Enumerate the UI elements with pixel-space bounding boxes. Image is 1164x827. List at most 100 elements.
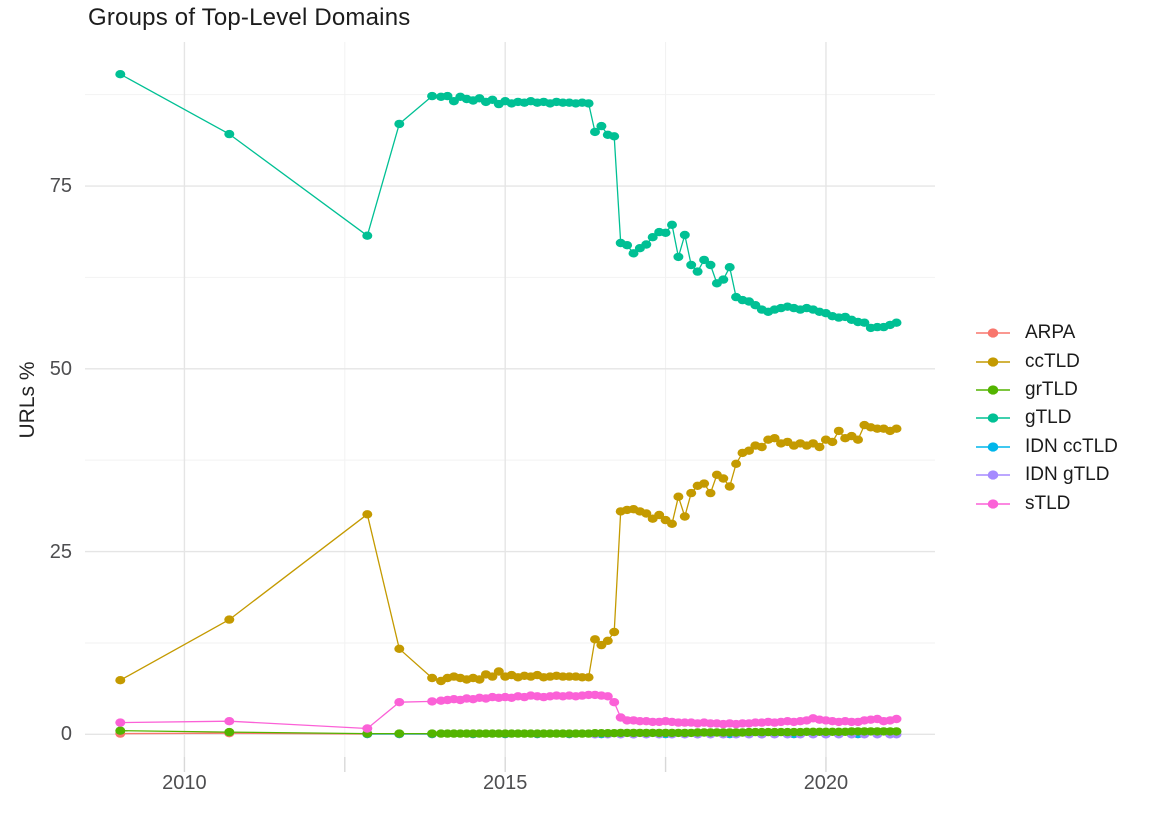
legend-label: sTLD [1025,492,1071,514]
data-point-sTLD [394,698,405,707]
data-point-gTLD [596,121,607,131]
data-point-sTLD [891,714,902,724]
series-ccTLD [115,420,902,686]
legend-key-icon [976,470,1010,480]
data-point-ccTLD [362,510,373,519]
x-tick-label: 2020 [803,772,849,794]
data-point-gTLD [891,318,902,327]
y-tick-label: 50 [49,357,72,380]
data-point-gTLD [427,91,438,101]
data-point-sTLD [224,717,235,726]
chart-title: Groups of Top-Level Domains [88,4,411,31]
data-point-ccTLD [724,482,735,491]
data-point-gTLD [705,260,716,270]
legend-label: ARPA [1025,322,1076,344]
data-point-ccTLD [718,474,729,483]
legend-item-grTLD: grTLD [976,376,1118,404]
data-point-ccTLD [833,426,844,436]
data-point-ccTLD [474,675,485,684]
data-point-grTLD [115,726,126,735]
series-grTLD [115,726,902,738]
data-point-ccTLD [686,488,697,498]
data-point-sTLD [609,698,620,707]
legend-label: grTLD [1025,378,1078,400]
data-point-ccTLD [427,673,438,683]
data-point-gTLD [679,230,690,240]
data-point-gTLD [673,252,684,262]
data-point-ccTLD [769,434,780,443]
data-point-ccTLD [493,667,504,676]
legend-key-icon [976,356,1010,367]
data-point-ccTLD [679,512,690,521]
data-point-sTLD [362,724,373,733]
data-point-gTLD [692,267,703,276]
data-point-sTLD [602,692,613,701]
data-point-ccTLD [224,615,235,624]
legend: ARPA ccTLD grTLD gTLD IDN ccTLD IDN gTLD sTLD [976,319,1118,518]
data-point-gTLD [583,99,594,108]
legend-item-IDN-ccTLD: IDN ccTLD [976,433,1118,461]
data-point-ccTLD [583,673,594,682]
legend-item-ccTLD: ccTLD [976,347,1118,375]
data-point-gTLD [609,132,620,141]
data-point-gTLD [641,240,652,249]
legend-key-icon [976,442,1010,452]
x-tick-label: 2010 [162,772,207,794]
data-point-gTLD [686,260,697,270]
data-point-sTLD [427,697,438,706]
data-point-grTLD [891,727,902,736]
data-point-ccTLD [667,519,677,528]
data-point-ccTLD [673,492,684,501]
data-point-ccTLD [590,635,600,644]
data-point-ccTLD [602,636,613,645]
legend-key-icon [976,328,1010,338]
data-point-gTLD [859,318,870,327]
data-point-grTLD [394,729,405,738]
data-point-gTLD [394,119,405,129]
legend-label: ccTLD [1025,350,1080,372]
data-point-gTLD [628,249,639,258]
data-point-gTLD [647,233,658,242]
data-point-gTLD [718,275,729,284]
series-gTLD [115,70,902,333]
y-tick-label: 75 [49,175,72,198]
y-tick-label: 25 [49,540,72,563]
grid-minor [85,42,935,757]
data-point-gTLD [115,70,126,79]
legend-label: gTLD [1025,407,1072,429]
data-point-ccTLD [814,442,825,452]
data-point-ccTLD [853,435,863,444]
data-point-gTLD [724,263,735,272]
data-point-grTLD [427,729,438,738]
x-tick-label: 2015 [482,772,528,794]
legend-key-icon [976,413,1010,423]
grid-major [85,42,935,757]
y-tick-label: 0 [60,723,72,746]
data-point-gTLD [590,127,600,137]
series-sTLD [115,690,902,733]
data-point-gTLD [622,241,633,250]
data-point-ccTLD [744,446,754,455]
data-point-ccTLD [487,672,498,681]
data-point-ccTLD [731,459,742,468]
x-axis-ticks [183,757,827,772]
data-point-ccTLD [699,479,710,488]
series-line-gTLD [119,73,897,329]
data-point-gTLD [660,228,671,237]
data-point-ccTLD [609,627,620,637]
legend-key-icon [976,385,1010,395]
data-point-ccTLD [827,437,838,447]
legend-item-IDN-gTLD: IDN gTLD [976,461,1118,489]
data-point-gTLD [362,231,373,240]
legend-item-gTLD: gTLD [976,404,1118,432]
data-point-ccTLD [756,442,767,452]
data-point-gTLD [667,220,677,229]
data-point-ccTLD [654,510,665,520]
data-point-ccTLD [891,424,902,433]
legend-item-sTLD: sTLD [976,489,1118,517]
data-point-grTLD [224,727,235,737]
legend-label: IDN ccTLD [1025,435,1118,457]
data-point-ccTLD [115,676,126,685]
